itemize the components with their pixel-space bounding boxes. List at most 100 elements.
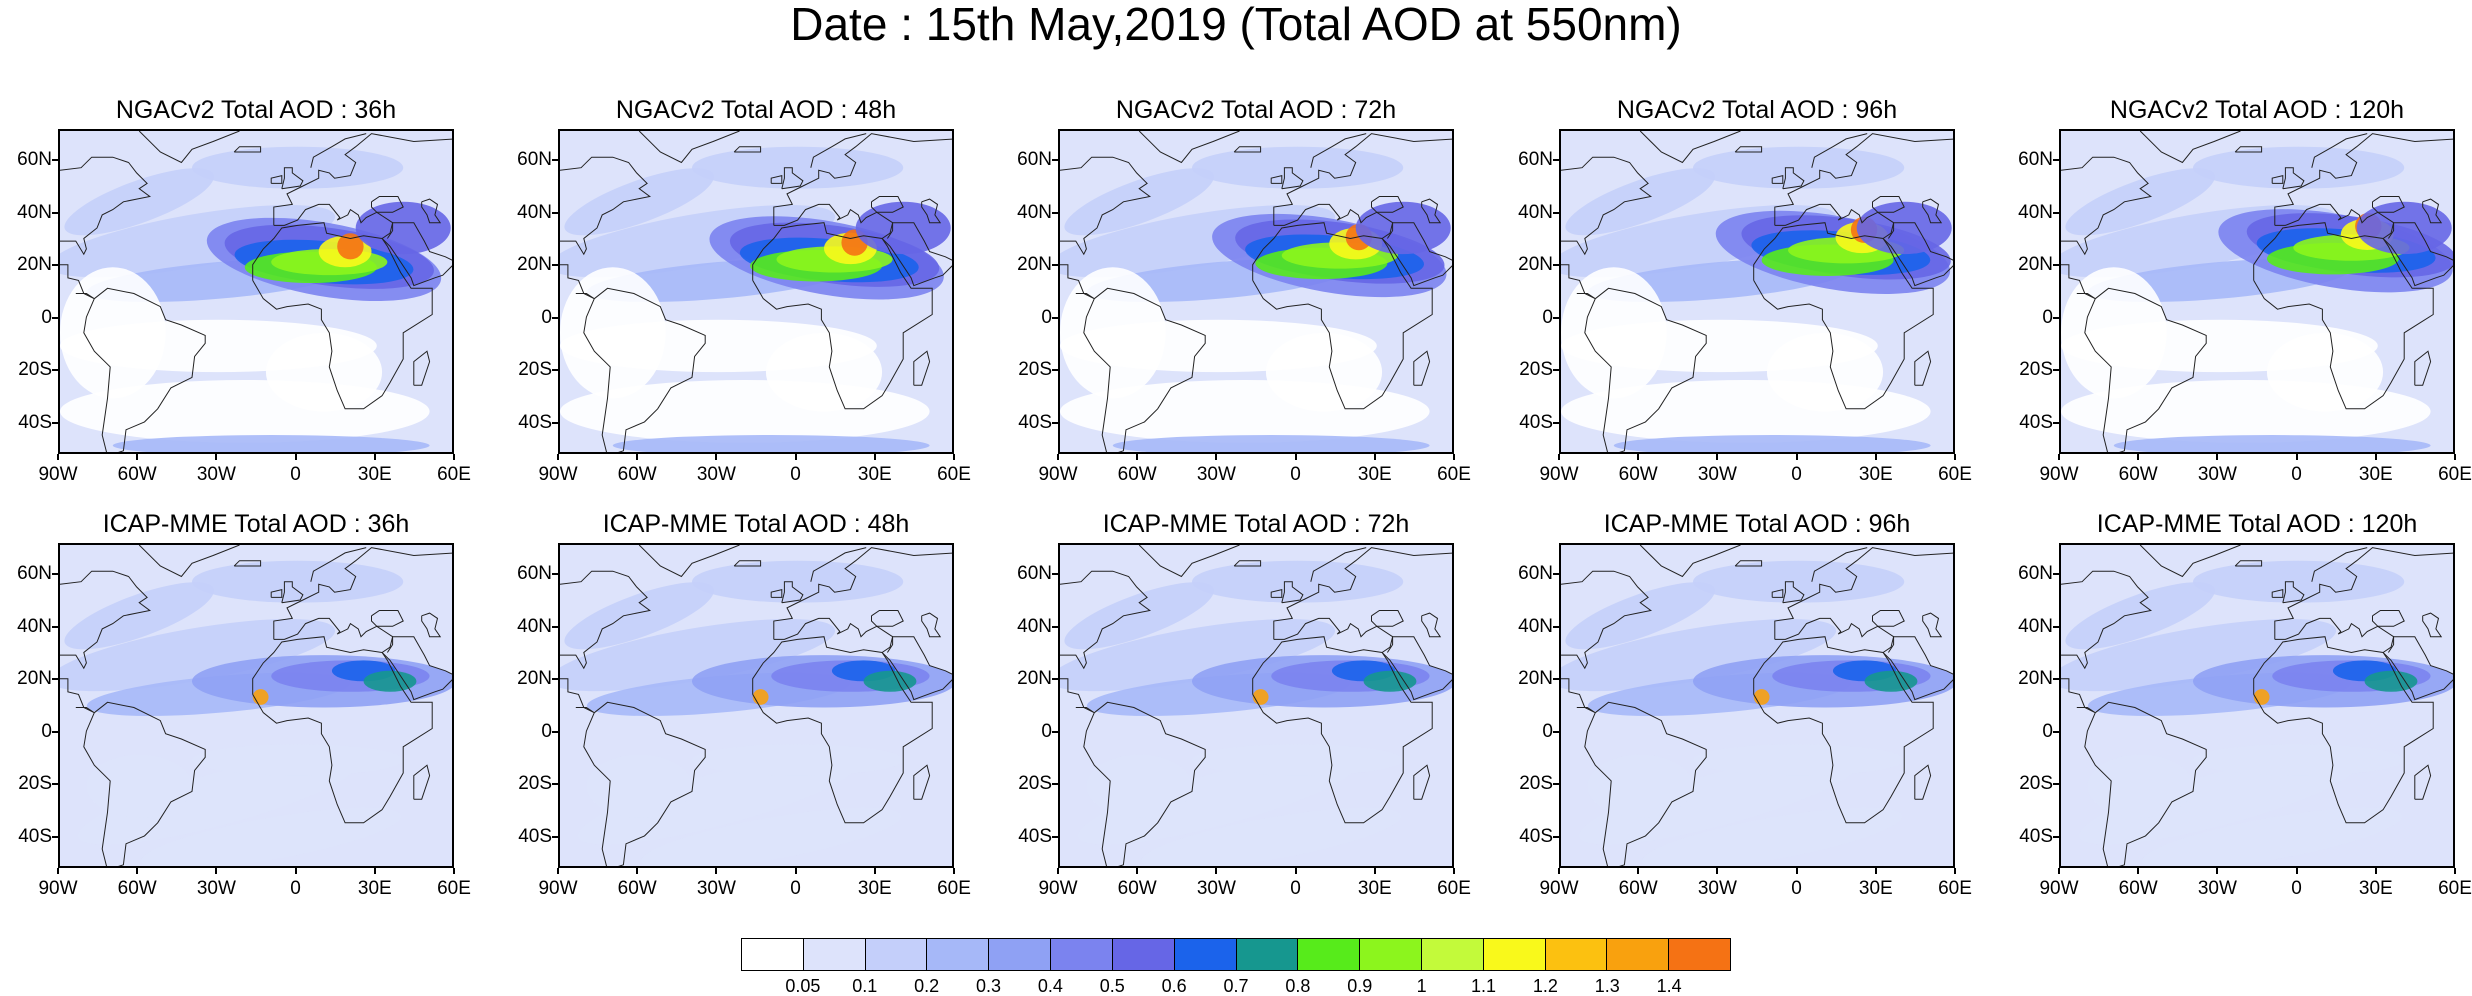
coastline: [2274, 133, 2453, 226]
coastline: [773, 617, 894, 653]
longitude-tick-label: 30W: [696, 464, 736, 485]
latitude-tick: [52, 625, 58, 628]
coastline: [1270, 588, 1283, 598]
coastline: [1753, 636, 1934, 824]
coastline: [1273, 133, 1452, 226]
latitude-tick-label: 40N: [2018, 615, 2053, 637]
map-panel: NGACv2 Total AOD : 72h 60N 40N 20N 0 20S 40S 90…: [1000, 95, 1520, 485]
latitude-tick: [1052, 316, 1058, 319]
coastline: [2061, 156, 2153, 256]
panel-title: NGACv2 Total AOD : 120h: [2109, 96, 2405, 124]
aod-contour-region: [2065, 168, 2215, 236]
coastline: [381, 636, 452, 701]
longitude-tick-label: 0: [290, 878, 301, 899]
map-area: [2059, 129, 2455, 454]
coastline: [583, 701, 706, 866]
latitude-tick-label: 20S: [1519, 359, 1553, 381]
coastline: [810, 133, 867, 168]
coastline: [1060, 264, 1095, 300]
aod-contour-region: [1252, 689, 1269, 705]
longitude-tick-label: 60W: [2118, 464, 2158, 485]
longitude-tick: [873, 454, 876, 460]
longitude-tick: [1874, 868, 1877, 874]
aod-contour-region: [752, 689, 769, 705]
latitude-tick-label: 0: [1542, 720, 1553, 742]
coastline: [921, 198, 942, 224]
longitude-tick-label: 30E: [357, 878, 392, 899]
map-area: [2059, 543, 2455, 868]
latitude-tick: [1052, 625, 1058, 628]
latitude-tick: [1553, 783, 1559, 786]
longitude-tick-label: 0: [790, 464, 801, 485]
colorbar-label: 0.05: [785, 976, 821, 996]
coastline: [1371, 610, 1404, 627]
colorbar-label: 1.3: [1594, 976, 1620, 996]
longitude-tick: [1453, 868, 1455, 874]
colorbar-label: 0.3: [975, 976, 1002, 996]
latitude-tick-label: 40S: [518, 825, 552, 847]
aod-field-map: [560, 545, 952, 866]
coastline: [371, 196, 404, 213]
longitude-tick: [1057, 868, 1059, 874]
latitude-tick-label: 20N: [517, 668, 552, 690]
longitude-tick-label: 60E: [437, 464, 471, 485]
latitude-tick-label: 20S: [2019, 359, 2053, 381]
longitude-tick-label: 0: [2291, 464, 2302, 485]
longitude-tick-label: 30E: [857, 464, 892, 485]
aod-contour-region: [1192, 146, 1404, 189]
coastline: [1371, 196, 1404, 213]
aod-contour-region: [1192, 560, 1404, 603]
latitude-tick-label: 20S: [2019, 773, 2053, 795]
longitude-tick-label: 30E: [2358, 878, 2393, 899]
coastline: [371, 610, 404, 627]
colorbar-label: 0.4: [1037, 976, 1063, 996]
longitude-tick: [373, 868, 376, 874]
coastline: [583, 287, 706, 452]
longitude-tick: [2058, 868, 2060, 874]
aod-contour-region: [1565, 582, 1715, 650]
longitude-tick: [557, 454, 559, 460]
coastline: [2422, 612, 2443, 638]
panel-title: ICAP-MME Total AOD : 36h: [102, 510, 410, 538]
coastline: [60, 570, 152, 670]
coastline: [2253, 222, 2434, 410]
coastline: [2274, 203, 2395, 239]
longitude-tick-label: 90W: [1539, 464, 1579, 485]
latitude-tick-label: 0: [541, 720, 552, 742]
latitude-tick-label: 60N: [1518, 563, 1553, 585]
latitude-tick-label: 20N: [2018, 668, 2053, 690]
longitude-tick-label: 0: [1791, 464, 1802, 485]
latitude-tick-label: 0: [41, 306, 52, 328]
colorbar-swatch: [1112, 939, 1175, 970]
coastline: [2084, 701, 2207, 866]
longitude-tick-label: 30W: [696, 878, 736, 899]
colorbar-label: 1.4: [1656, 976, 1682, 996]
coastline: [1281, 581, 1304, 604]
latitude-tick: [52, 573, 58, 576]
colorbar-label: 0.9: [1347, 976, 1373, 996]
latitude-tick-label: 40N: [17, 201, 52, 223]
aod-contour-region: [252, 689, 269, 705]
coastline: [1561, 678, 1596, 714]
aod-contour-region: [1077, 753, 1359, 845]
longitude-tick: [794, 454, 797, 460]
coastline: [2084, 287, 2207, 452]
longitude-tick-label: 0: [790, 878, 801, 899]
coastline: [2282, 581, 2305, 604]
map-area: [1058, 543, 1454, 868]
coastline: [2234, 146, 2263, 153]
coastline: [1233, 560, 1262, 567]
aod-contour-region: [765, 332, 883, 412]
coastline: [273, 547, 452, 640]
coastline: [83, 287, 206, 452]
map-panel: NGACv2 Total AOD : 36h 60N 40N 20N 0 20S 40S 90…: [0, 95, 520, 485]
latitude-tick-label: 20S: [1018, 773, 1052, 795]
longitude-tick-label: 0: [1791, 878, 1802, 899]
coastline: [1273, 203, 1394, 239]
latitude-tick: [1052, 211, 1058, 214]
colorbar-label: 0.2: [914, 976, 940, 996]
coastline: [871, 610, 904, 627]
coastline: [60, 156, 152, 256]
latitude-tick-label: 20S: [18, 773, 52, 795]
longitude-tick-label: 60E: [2438, 878, 2472, 899]
